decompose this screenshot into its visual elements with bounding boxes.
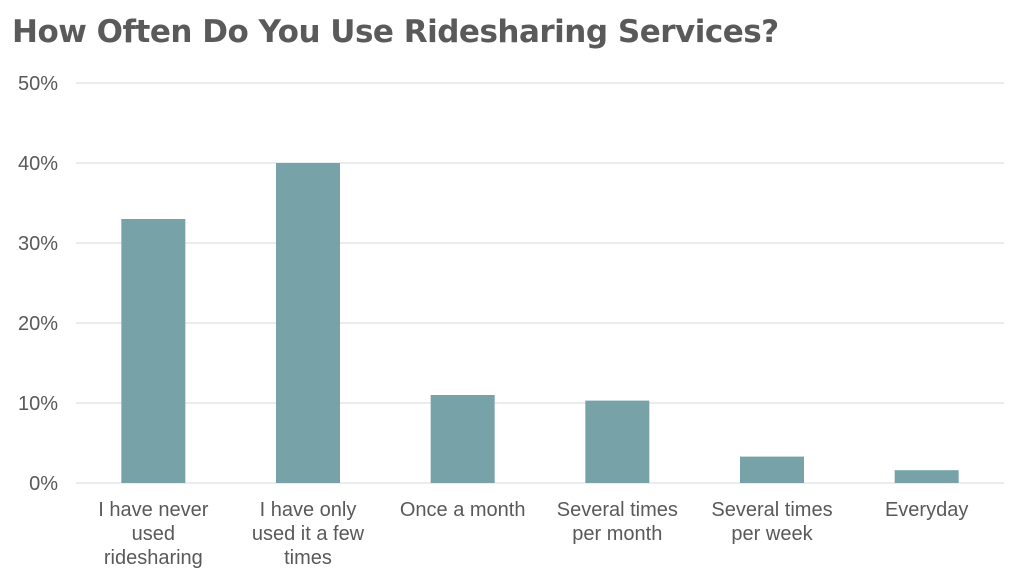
y-tick-label: 20% [18,313,58,335]
x-category-label-line: used it a few [252,523,365,545]
x-category-label-line: used [132,523,175,545]
x-category-label-line: I have only [260,499,357,521]
x-category-label: Several times per month [557,499,678,545]
x-category-label-line: Several times [557,499,678,521]
bar [585,400,650,483]
chart-title: How Often Do You Use Ridesharing Service… [12,14,779,50]
x-category-label-line: Once a month [400,499,526,521]
y-tick-label: 0% [29,473,58,495]
x-category-label-line: ridesharing [104,547,203,569]
x-category-label: I have never used ridesharing [98,499,208,569]
y-axis-tick-labels: 0% 10% 20% 30% 40% 50% [18,73,58,495]
x-category-label-line: per month [572,523,662,545]
y-tick-label: 30% [18,233,58,255]
x-category-label: Once a month [400,499,526,521]
bar [894,470,959,483]
x-category-label: I have only used it a few times [252,499,365,569]
x-category-label-line: per week [731,523,813,545]
x-category-label-line: Everyday [885,499,968,521]
bar [740,456,804,483]
bar [276,163,340,483]
bar [430,395,495,483]
y-tick-label: 10% [18,393,58,415]
bar [121,219,186,483]
x-category-label-line: times [284,547,332,569]
x-category-label: Everyday [885,499,968,521]
bars [121,163,959,483]
x-category-label-line: Several times [711,499,832,521]
x-category-label: Several times per week [711,499,832,545]
y-tick-label: 40% [18,153,58,175]
gridlines [76,82,1004,484]
y-tick-label: 50% [18,73,58,95]
x-category-label-line: I have never [98,499,208,521]
